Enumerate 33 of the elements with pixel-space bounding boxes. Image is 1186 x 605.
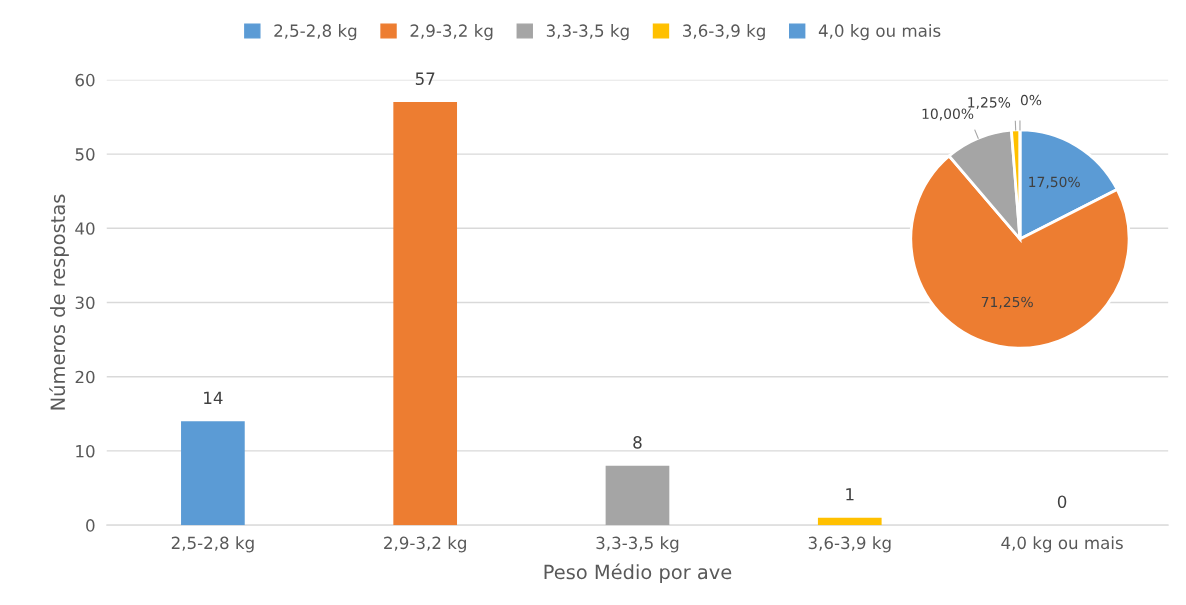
y-tick-label: 0 <box>86 519 95 532</box>
y-tick-label: 50 <box>75 148 95 161</box>
x-tick-label: 3,3-3,5 kg <box>596 536 679 553</box>
data-label: 14 <box>204 391 223 404</box>
y-tick-label: 60 <box>75 73 95 87</box>
y-tick-label: 10 <box>76 444 95 458</box>
bar <box>181 421 245 526</box>
data-label: 71,25% <box>981 296 1033 309</box>
x-tick-label: 3,6-3,9 kg <box>808 536 891 553</box>
legend-label: 2,9-3,2 kg <box>410 24 493 41</box>
legend-label: 4,0 kg ou mais <box>818 24 941 41</box>
data-label: 8 <box>633 436 642 449</box>
bar <box>605 465 670 526</box>
y-tick-label: 20 <box>75 370 95 384</box>
legend-label: 2,5-2,8 kg <box>274 24 357 41</box>
data-label: 1,25% <box>968 97 1011 110</box>
y-tick-label: 30 <box>75 296 95 310</box>
y-axis-title: Números de respostas <box>49 194 69 410</box>
data-label: 10,00% <box>922 108 974 121</box>
x-tick-label: 2,9-3,2 kg <box>384 536 466 553</box>
bar <box>817 517 882 526</box>
data-label: 0 <box>1057 495 1067 509</box>
data-label: 17,50% <box>1029 176 1080 189</box>
x-tick-label: 4,0 kg ou mais <box>1001 536 1123 553</box>
bar <box>393 102 458 526</box>
x-axis-title: Peso Médio por ave <box>544 563 732 584</box>
y-tick-label: 40 <box>75 222 95 235</box>
data-label: 1 <box>846 488 854 501</box>
data-label: 57 <box>415 72 435 86</box>
legend-label: 3,6-3,9 kg <box>683 24 765 41</box>
text: 0% <box>1020 94 1042 106</box>
x-tick-label: 2,5-2,8 kg <box>171 536 254 553</box>
legend-label: 3,3-3,5 kg <box>546 24 629 41</box>
